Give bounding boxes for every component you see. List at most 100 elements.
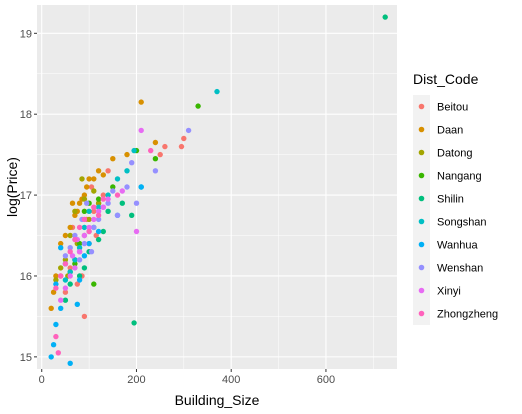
data-point	[91, 224, 97, 231]
data-point	[81, 216, 88, 223]
data-points	[48, 14, 388, 366]
legend: Beitou Daan Datong Nangang Shilin Songshan Wan…	[413, 95, 498, 325]
data-point	[72, 232, 78, 239]
data-point	[67, 265, 73, 271]
legend-key	[418, 126, 425, 133]
data-point	[95, 212, 102, 218]
data-point	[72, 212, 78, 218]
data-point	[62, 261, 69, 267]
data-point	[58, 245, 64, 251]
data-point	[178, 143, 185, 150]
data-point	[79, 176, 85, 182]
data-point	[81, 192, 88, 198]
data-point	[114, 212, 121, 218]
data-point	[95, 208, 102, 214]
legend-label: Daan	[437, 125, 463, 137]
data-point	[91, 176, 97, 182]
data-point	[58, 240, 64, 247]
data-point	[69, 200, 76, 206]
data-point	[86, 216, 92, 223]
y-tick-label: 18	[20, 109, 32, 121]
data-point	[72, 265, 78, 271]
data-point	[124, 168, 130, 174]
data-point	[95, 228, 102, 235]
legend-label: Wanhua	[437, 240, 478, 252]
minor-gridlines	[37, 5, 397, 369]
data-point	[81, 208, 88, 214]
data-point	[100, 228, 107, 235]
x-tick-label: 400	[222, 374, 240, 386]
data-point	[62, 257, 69, 263]
data-point	[181, 135, 187, 142]
data-point	[62, 285, 69, 291]
y-tick-label: 19	[20, 28, 32, 40]
legend-key	[418, 172, 425, 179]
data-point	[55, 350, 61, 356]
data-point	[81, 224, 88, 231]
data-point	[76, 240, 83, 247]
legend-key	[418, 287, 425, 294]
data-point	[105, 196, 111, 202]
data-point	[105, 168, 111, 174]
data-point	[86, 224, 92, 231]
data-point	[81, 240, 88, 247]
data-point	[53, 277, 59, 283]
data-point	[48, 354, 54, 360]
data-point	[62, 277, 69, 283]
data-point	[105, 200, 111, 206]
data-point	[76, 249, 83, 255]
data-point	[133, 200, 140, 206]
data-point	[67, 360, 73, 366]
y-axis-ticks: 15 16 17 18 19	[20, 28, 37, 364]
data-point	[157, 151, 163, 158]
data-point	[86, 176, 92, 182]
data-point	[105, 208, 111, 214]
data-point	[67, 281, 73, 287]
data-point	[53, 281, 59, 287]
data-point	[148, 147, 154, 154]
data-point	[131, 320, 137, 326]
data-point	[88, 249, 95, 255]
data-point	[95, 216, 102, 223]
legend-label: Datong	[437, 148, 472, 160]
x-axis-title: Building_Size	[175, 392, 260, 408]
data-point	[110, 156, 116, 162]
data-point	[91, 208, 97, 214]
data-point	[91, 281, 97, 287]
data-point	[129, 212, 135, 218]
legend-title: Dist_Code	[413, 71, 479, 87]
data-point	[93, 232, 99, 239]
data-point	[72, 257, 78, 263]
data-point	[76, 245, 83, 251]
data-point	[81, 253, 88, 259]
x-tick-label: 600	[317, 374, 335, 386]
data-point	[81, 265, 88, 271]
data-point	[67, 245, 73, 251]
data-point	[91, 204, 97, 210]
data-point	[91, 188, 97, 194]
data-point	[69, 253, 76, 259]
data-point	[72, 208, 78, 214]
data-point	[84, 184, 90, 190]
data-point	[124, 151, 130, 158]
data-point	[67, 224, 73, 231]
data-point	[48, 305, 54, 311]
data-point	[95, 236, 102, 243]
data-point	[95, 200, 102, 206]
data-point	[76, 273, 83, 279]
legend-label: Songshan	[437, 217, 487, 229]
legend-key	[418, 241, 425, 248]
data-point	[86, 240, 92, 247]
data-point	[110, 188, 116, 194]
legend-key	[418, 310, 425, 317]
data-point	[100, 204, 107, 210]
legend-label: Nangang	[437, 171, 482, 183]
data-point	[152, 139, 159, 146]
y-tick-label: 16	[20, 271, 32, 283]
legend-background	[413, 95, 430, 325]
data-point	[133, 228, 140, 235]
data-point	[100, 192, 107, 198]
data-point	[58, 305, 64, 311]
data-point	[195, 103, 201, 109]
data-point	[86, 228, 92, 235]
